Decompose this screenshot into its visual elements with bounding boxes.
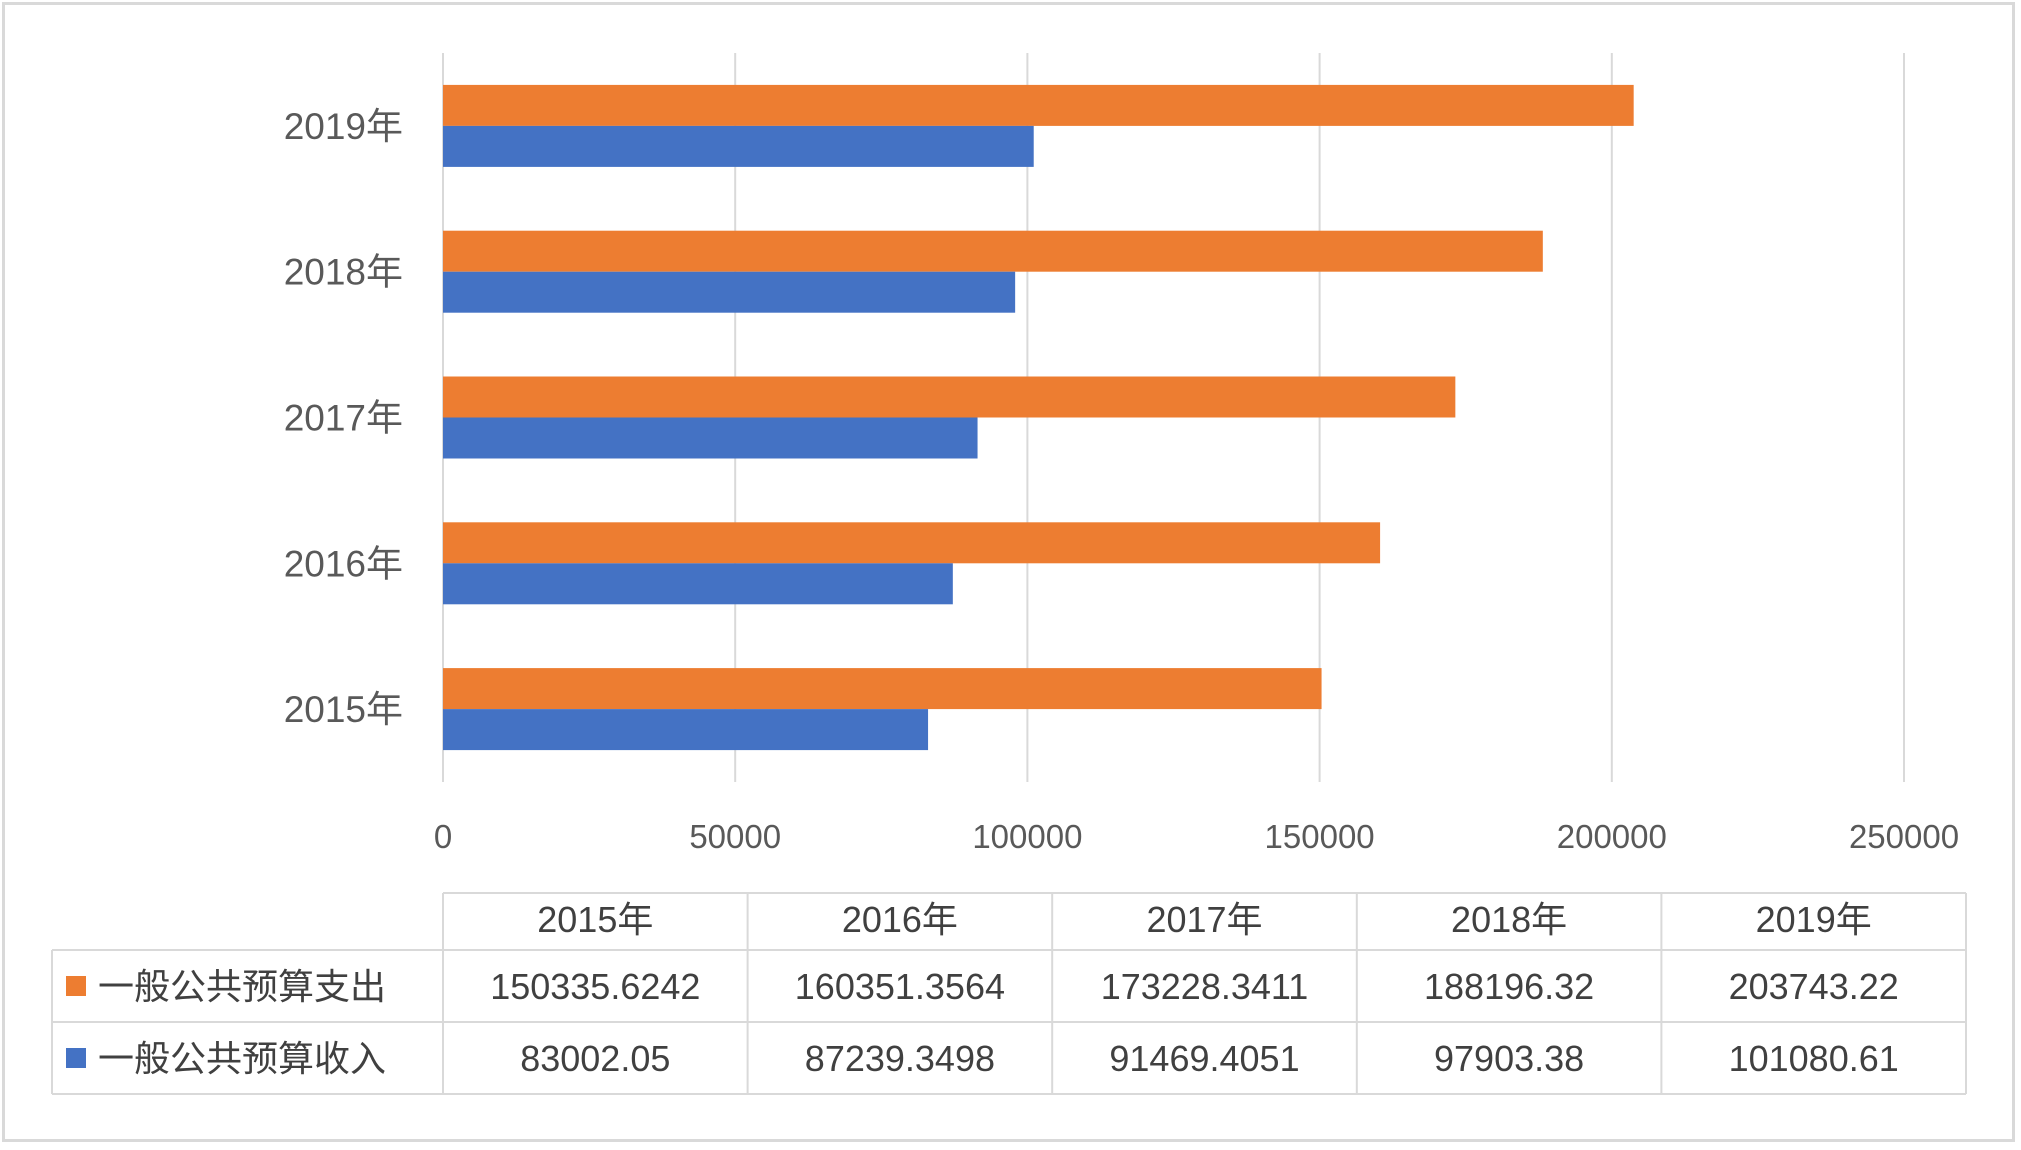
table-header: 2016年 (842, 899, 958, 940)
bar-revenue (443, 271, 1016, 313)
table-cell: 150335.6242 (490, 966, 700, 1007)
x-tick-label: 100000 (972, 818, 1082, 855)
table-cell: 91469.4051 (1109, 1038, 1299, 1079)
category-label: 2017年 (284, 398, 403, 439)
table-cell: 87239.3498 (805, 1038, 995, 1079)
category-label: 2016年 (284, 543, 403, 584)
category-label: 2018年 (284, 252, 403, 293)
category-labels: 2015年 2016年 2017年 2018年 2019年 (284, 106, 403, 730)
table-cell: 101080.61 (1729, 1038, 1899, 1079)
legend-key (66, 1048, 86, 1068)
legend-label: 一般公共预算收入 (98, 1039, 386, 1080)
table-header: 2015年 (537, 899, 653, 940)
legend-key (66, 976, 86, 996)
x-tick-label: 0 (434, 818, 452, 855)
bar-revenue (443, 125, 1034, 167)
bar-revenue (443, 563, 953, 605)
bar-expenditure (443, 230, 1543, 272)
bar-expenditure (443, 376, 1456, 418)
table-cell: 173228.3411 (1101, 966, 1309, 1007)
bar-expenditure (443, 522, 1381, 564)
x-tick-label: 150000 (1265, 818, 1375, 855)
table-cell: 203743.22 (1729, 966, 1899, 1007)
gridlines (442, 53, 1905, 782)
x-tick-labels: 0 50000 100000 150000 200000 250000 (434, 818, 1959, 855)
table-cell: 188196.32 (1424, 966, 1594, 1007)
table-cell: 160351.3564 (795, 966, 1005, 1007)
bar-expenditure (443, 668, 1322, 710)
category-label: 2019年 (284, 106, 403, 147)
table-header: 2019年 (1756, 899, 1872, 940)
table-header: 2018年 (1451, 899, 1567, 940)
bar-revenue (443, 709, 929, 751)
table-cell: 83002.05 (520, 1038, 670, 1079)
bars (443, 84, 1634, 751)
bar-expenditure (443, 84, 1634, 126)
table-header: 2017年 (1146, 899, 1262, 940)
legend-label: 一般公共预算支出 (98, 967, 386, 1008)
x-tick-label: 200000 (1557, 818, 1667, 855)
table-cell: 97903.38 (1434, 1038, 1584, 1079)
x-tick-label: 50000 (689, 818, 781, 855)
bar-revenue (443, 417, 978, 459)
category-label: 2015年 (284, 689, 403, 730)
x-tick-label: 250000 (1849, 818, 1959, 855)
